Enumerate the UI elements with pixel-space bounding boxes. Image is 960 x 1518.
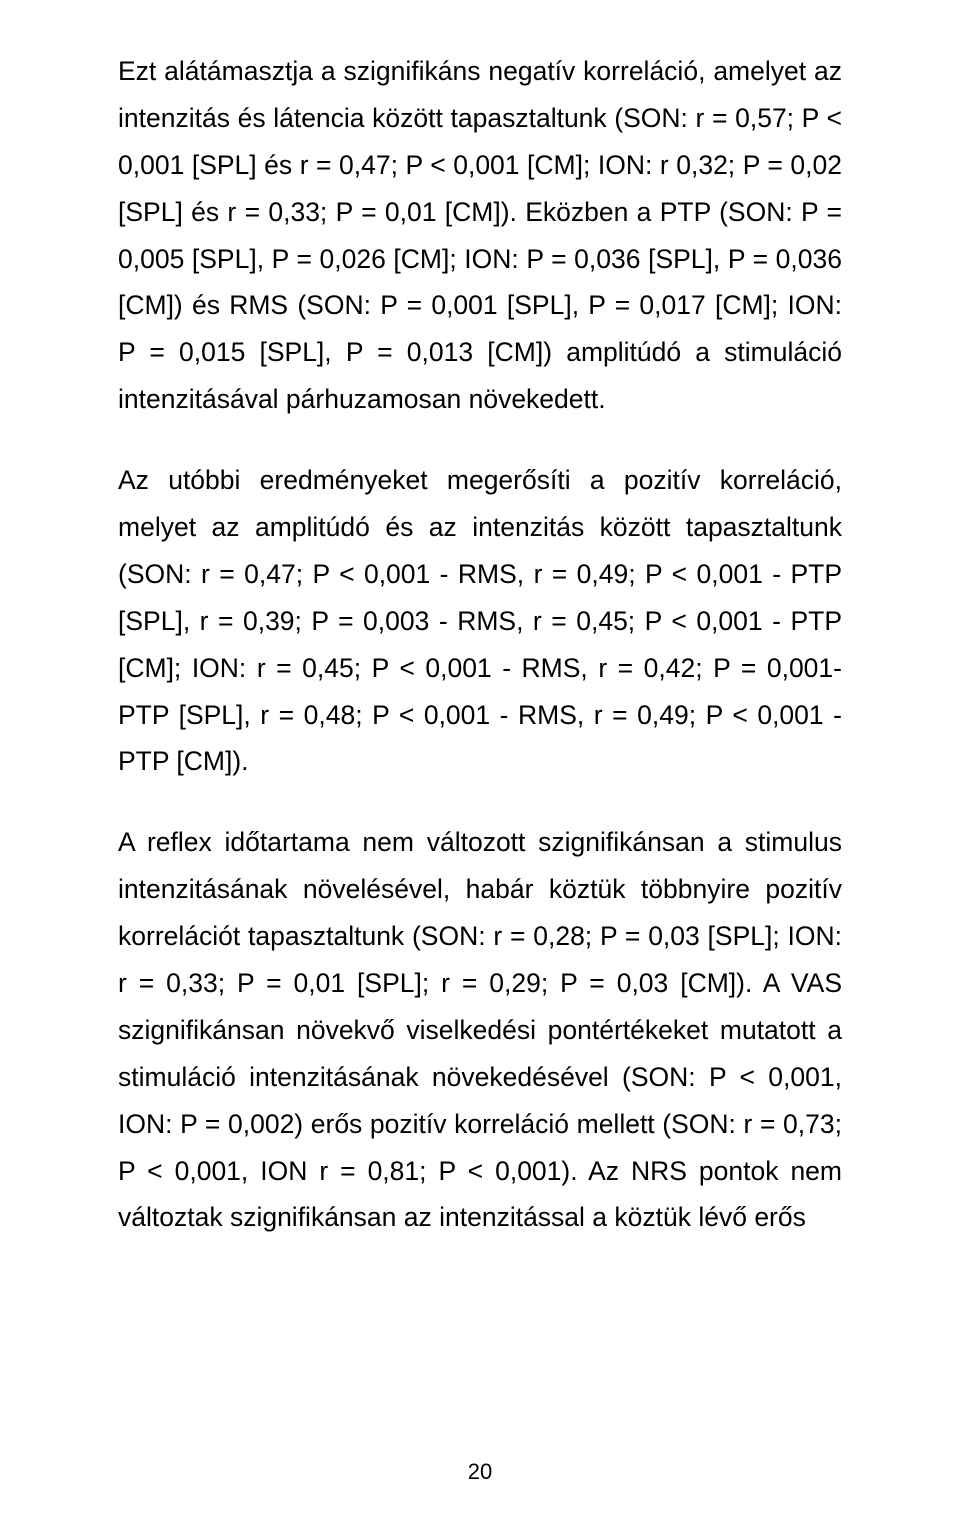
paragraph-3: A reflex időtartama nem változott szigni… <box>118 819 842 1241</box>
paragraph-1: Ezt alátámasztja a szignifikáns negatív … <box>118 48 842 423</box>
document-page: Ezt alátámasztja a szignifikáns negatív … <box>0 0 960 1518</box>
page-number: 20 <box>0 1453 960 1492</box>
paragraph-2: Az utóbbi eredményeket megerősíti a pozi… <box>118 457 842 785</box>
